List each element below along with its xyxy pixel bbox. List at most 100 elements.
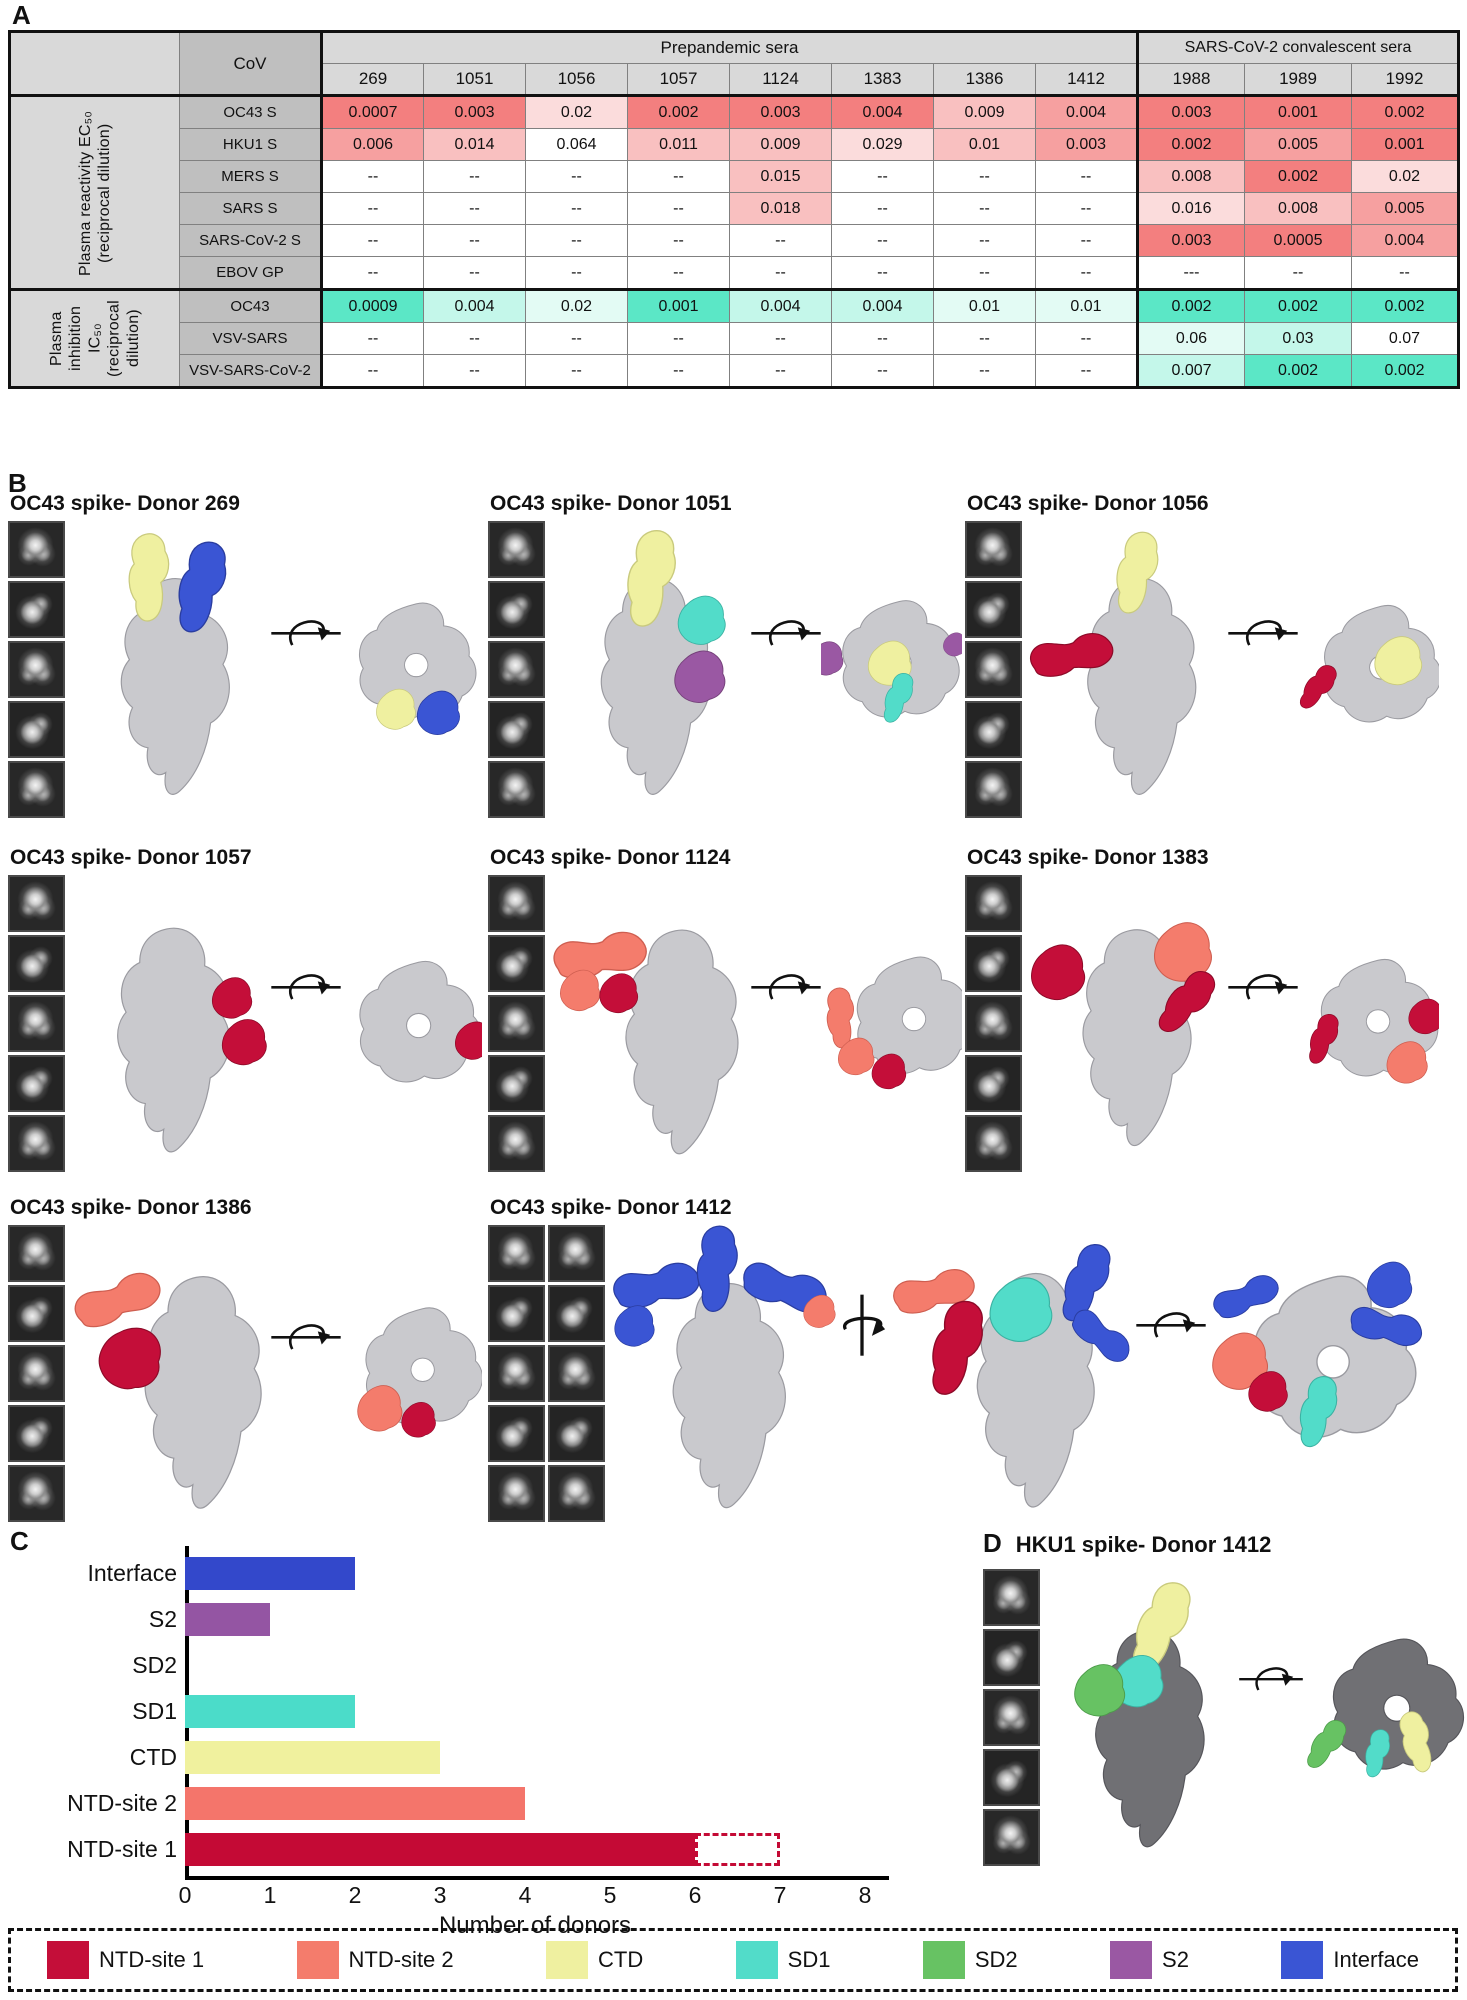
legend-label: NTD-site 2 — [348, 1947, 454, 1972]
heatmap-cell: -- — [423, 354, 526, 388]
heatmap-cell: 0.007 — [1136, 354, 1245, 388]
heatmap-cell: -- — [1035, 354, 1138, 388]
subpanel-title: OC43 spike- Donor 1056 — [967, 492, 1209, 515]
heatmap-cell: 0.005 — [1351, 192, 1459, 225]
antigen-row-label: SARS-CoV-2 S — [179, 224, 323, 257]
em-2d-class-thumbnail — [8, 1224, 65, 1282]
heatmap-cell: -- — [831, 256, 934, 290]
em-class-average-strip — [8, 874, 65, 1172]
heatmap-cell: -- — [525, 354, 628, 388]
em-2d-class-thumbnail — [488, 1284, 545, 1342]
legend-swatch — [47, 1941, 89, 1979]
heatmap-cell: 0.006 — [321, 128, 424, 161]
legend-swatch — [1281, 1941, 1324, 1979]
em-2d-class-thumbnail — [965, 1054, 1022, 1112]
heatmap-cell: 0.064 — [525, 128, 628, 161]
legend-swatch — [922, 1941, 965, 1979]
heatmap-cell: -- — [933, 322, 1036, 355]
em-2d-class-thumbnail — [548, 1404, 605, 1462]
heatmap-cell: 0.002 — [627, 94, 730, 129]
donor-header-row: 269 1051 1056 1057 1124 1383 1386 1412 1… — [10, 63, 1459, 96]
heatmap-cell: 0.011 — [627, 128, 730, 161]
em-2d-class-thumbnail — [8, 760, 65, 818]
heatmap-cell: -- — [627, 354, 730, 388]
em-class-average-strip — [488, 874, 545, 1172]
heatmap-cell: --- — [1136, 256, 1245, 290]
heatmap-cell: -- — [525, 322, 628, 355]
heatmap-cell: 0.004 — [423, 288, 526, 323]
spike-map-bottom-view — [1305, 958, 1439, 1084]
em-2d-class-thumbnail — [8, 874, 65, 932]
bpanel-donor-1124: OC43 spike- Donor 1124 — [488, 846, 962, 1173]
rotation-axis-icon — [269, 1324, 342, 1351]
em-class-average-strip — [488, 520, 545, 818]
rotation-axis-icon — [1226, 974, 1299, 1001]
heatmap-cell: -- — [1035, 256, 1138, 290]
heatmap-cell: 0.015 — [729, 160, 832, 193]
heatmap-cell: -- — [423, 160, 526, 193]
cov-column-header: CoV — [179, 31, 323, 96]
legend-item: CTD — [546, 1941, 643, 1979]
bar — [185, 1740, 440, 1774]
heatmap-cell: 0.02 — [1351, 160, 1459, 193]
heatmap-cell: 0.02 — [525, 94, 628, 129]
em-2d-class-thumbnail — [488, 1114, 545, 1172]
legend-swatch — [735, 1941, 778, 1979]
bar-category-label: SD1 — [132, 1697, 177, 1724]
em-2d-class-thumbnail — [8, 520, 65, 578]
em-2d-class-thumbnail — [983, 1688, 1040, 1746]
heatmap-cell: -- — [831, 354, 934, 388]
heatmap-cell: 0.0009 — [321, 288, 424, 323]
heatmap-cell: 0.005 — [1244, 128, 1352, 161]
em-2d-class-thumbnail — [488, 1054, 545, 1112]
heatmap-cell: -- — [1035, 322, 1138, 355]
em-2d-class-thumbnail — [965, 580, 1022, 638]
panel-a-label: A — [12, 0, 31, 30]
subpanel-title: OC43 spike- Donor 269 — [10, 492, 240, 515]
spike-map-bottom-view — [820, 600, 962, 726]
heatmap-cell: -- — [321, 256, 424, 290]
heatmap-cell: 0.002 — [1244, 288, 1352, 323]
heatmap-cell: -- — [525, 224, 628, 257]
legend-label: SD2 — [974, 1947, 1018, 1972]
subpanel-title: OC43 spike- Donor 1057 — [10, 846, 252, 869]
em-class-average-strip — [983, 1568, 1040, 1866]
reactivity-heatmap-table: CoV Prepandemic sera SARS-CoV-2 convales… — [8, 30, 1460, 389]
rotation-axis-icon — [269, 974, 342, 1001]
heatmap-cell: 0.003 — [1035, 128, 1138, 161]
heatmap-cell: -- — [933, 256, 1036, 290]
heatmap-cell: -- — [831, 224, 934, 257]
heatmap-cell: -- — [321, 192, 424, 225]
em-2d-class-thumbnail — [8, 1404, 65, 1462]
legend-item: S2 — [1110, 1941, 1189, 1979]
heatmap-cell: 0.003 — [1136, 224, 1245, 257]
donor-column-header: 1124 — [729, 63, 832, 96]
heatmap-cell: -- — [627, 224, 730, 257]
spike-map-side-view — [1031, 922, 1222, 1147]
legend-label: CTD — [598, 1947, 644, 1972]
em-2d-class-thumbnail — [488, 700, 545, 758]
em-2d-class-thumbnail — [8, 1284, 65, 1342]
spike-map-bottom-view — [820, 956, 962, 1090]
heatmap-cell: 0.001 — [1351, 128, 1459, 161]
em-2d-class-thumbnail — [8, 700, 65, 758]
donor-column-header: 1412 — [1035, 63, 1138, 96]
em-2d-class-thumbnail — [983, 1568, 1040, 1626]
heatmap-cell: -- — [627, 322, 730, 355]
bar-category-label: CTD — [129, 1743, 177, 1770]
heatmap-cell: 0.01 — [1035, 288, 1138, 323]
spike-map-view-1 — [609, 1224, 836, 1509]
spike-map-bottom-view — [358, 960, 482, 1083]
dashed-extension-bar — [695, 1832, 780, 1866]
panel-c-label: C — [10, 1526, 29, 1556]
em-2d-class-thumbnail — [488, 640, 545, 698]
subpanel-title: OC43 spike- Donor 1386 — [10, 1196, 252, 1219]
spike-map-bottom-view — [358, 602, 477, 735]
em-2d-class-thumbnail — [965, 760, 1022, 818]
bpanel-donor-1056: OC43 spike- Donor 1056 — [965, 492, 1439, 819]
em-2d-class-thumbnail — [965, 874, 1022, 932]
em-2d-class-thumbnail — [965, 700, 1022, 758]
em-class-average-strip — [965, 520, 1022, 818]
spike-map-bottom-view — [1297, 604, 1439, 723]
heatmap-cell: -- — [627, 256, 730, 290]
